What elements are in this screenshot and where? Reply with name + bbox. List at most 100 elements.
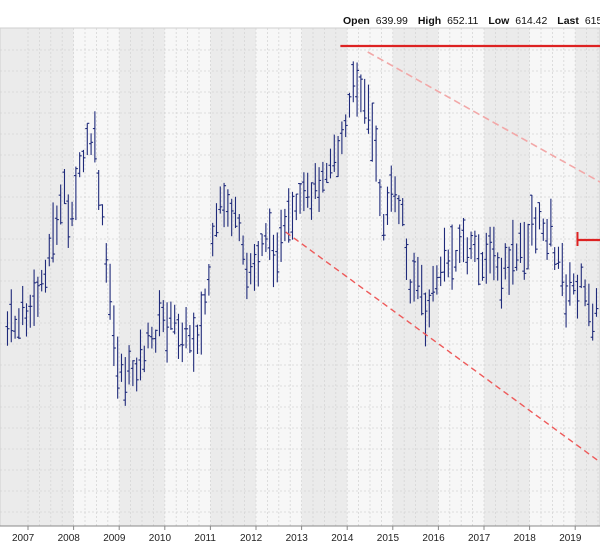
ohlc-bar	[168, 301, 173, 330]
ohlc-bar	[389, 165, 394, 212]
ohlc-bar	[206, 264, 211, 296]
ohlc-bar	[81, 149, 86, 173]
ohlc-bar	[195, 324, 200, 354]
ohlc-bar	[203, 288, 208, 315]
ohlc-bar	[20, 285, 25, 326]
ohlc-bar	[298, 182, 303, 214]
ohlc-bar	[377, 179, 382, 217]
ohlc-bar	[43, 259, 48, 293]
ohlc-bars	[5, 61, 599, 406]
ohlc-bar	[305, 172, 310, 208]
ohlc-bar	[54, 205, 59, 245]
ohlc-bar	[343, 114, 348, 138]
x-tick-label: 2015	[377, 533, 400, 544]
ohlc-bar	[199, 291, 204, 355]
ohlc-bar	[222, 182, 227, 228]
ohlc-bar	[453, 249, 458, 272]
ohlc-bar	[434, 265, 439, 295]
x-tick-label: 2007	[12, 533, 35, 544]
ohlc-bar	[431, 265, 436, 302]
ohlc-bar	[218, 186, 223, 214]
ohlc-bar	[62, 169, 67, 205]
ohlc-bar	[442, 227, 447, 282]
x-tick-label: 2010	[149, 533, 172, 544]
ohlc-bar	[419, 264, 424, 316]
ohlc-bar	[301, 172, 306, 212]
ohlc-bar	[491, 226, 496, 281]
x-tick-label: 2018	[514, 533, 537, 544]
last-label: Last	[557, 15, 579, 27]
ohlc-bar	[583, 279, 588, 307]
ohlc-bar	[165, 302, 170, 363]
ohlc-bar	[290, 191, 295, 240]
x-tick-label: 2013	[286, 533, 309, 544]
ohlc-bar	[370, 102, 375, 162]
ohlc-bar	[153, 329, 158, 353]
ohlc-bar	[514, 243, 519, 271]
ohlc-bar	[58, 184, 63, 225]
ohlc-bar	[309, 182, 314, 220]
ohlc-bar	[47, 233, 52, 267]
ohlc-bar	[138, 329, 143, 381]
ohlc-bar	[70, 201, 75, 227]
year-band-2019	[575, 28, 600, 526]
ohlc-bar	[157, 290, 162, 337]
year-band-2006	[0, 28, 28, 526]
ohlc-bar	[85, 122, 90, 156]
ohlc-bar	[73, 166, 78, 221]
ohlc-bar	[374, 125, 379, 182]
ohlc-bar	[187, 324, 192, 354]
ohlc-bar	[324, 162, 329, 184]
ohlc-bar	[77, 152, 82, 178]
ohlc-bar	[108, 263, 113, 320]
ohlc-bar	[400, 198, 405, 227]
ohlc-bar	[134, 357, 139, 392]
ohlc-bar	[457, 224, 462, 263]
ohlc-bar	[275, 232, 280, 283]
ohlc-bar	[560, 242, 565, 297]
ohlc-bar	[32, 269, 37, 326]
ohlc-bar	[92, 111, 97, 163]
ohlc-bar	[172, 304, 177, 335]
ohlc-bar	[522, 221, 527, 280]
ohlc-bar	[579, 263, 584, 289]
ohlc-bar	[180, 322, 185, 363]
ohlc-bar	[510, 219, 515, 285]
ohlc-bar	[252, 244, 257, 291]
ohlc-bar	[476, 234, 481, 286]
ohlc-bar	[282, 208, 287, 242]
ohlc-bar	[294, 193, 299, 221]
ohlc-bar	[355, 62, 360, 117]
x-tick-label: 2008	[58, 533, 81, 544]
ohlc-bar	[100, 204, 105, 226]
ohlc-bar	[263, 223, 268, 253]
ohlc-bar	[450, 224, 455, 290]
ohlc-bar	[149, 326, 154, 349]
low-value: 614.42	[515, 15, 547, 27]
ohlc-bar	[248, 253, 253, 285]
trendline-upper	[367, 51, 600, 183]
ohlc-bar	[24, 303, 29, 337]
ohlc-bar	[9, 289, 14, 343]
x-tick-label: 2012	[240, 533, 263, 544]
ohlc-bar	[465, 237, 470, 275]
ohlc-bar	[556, 246, 561, 269]
x-tick-label: 2017	[468, 533, 491, 544]
ohlc-bar	[396, 195, 401, 225]
ohlc-bar	[461, 217, 466, 263]
ohlc-bar	[332, 134, 337, 172]
ohlc-bar	[529, 194, 534, 246]
ohlc-bar	[507, 246, 512, 295]
ohlc-bar	[526, 223, 531, 270]
ohlc-bar	[66, 194, 71, 248]
ohlc-bar	[5, 311, 10, 346]
ohlc-bar	[594, 288, 599, 317]
ohlc-bar	[313, 163, 318, 199]
ohlc-header: Open 639.99 High 652.11 Low 614.42 Last …	[343, 15, 600, 27]
trendline-lower	[285, 231, 600, 463]
ohlc-bar	[119, 353, 124, 382]
ohlc-bar	[127, 345, 132, 385]
open-value: 639.99	[376, 15, 408, 27]
ohlc-bar	[317, 167, 322, 212]
chart-grid	[0, 28, 600, 526]
